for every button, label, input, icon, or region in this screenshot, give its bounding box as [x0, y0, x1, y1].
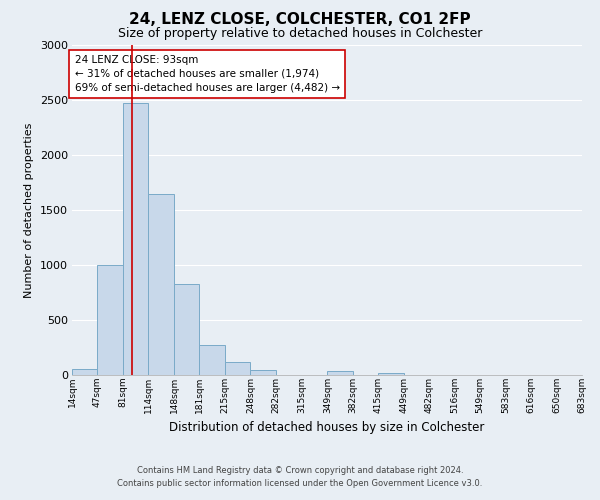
Bar	[174, 284, 199, 375]
Bar	[225, 362, 250, 375]
Text: 24, LENZ CLOSE, COLCHESTER, CO1 2FP: 24, LENZ CLOSE, COLCHESTER, CO1 2FP	[129, 12, 471, 28]
Text: Contains HM Land Registry data © Crown copyright and database right 2024.
Contai: Contains HM Land Registry data © Crown c…	[118, 466, 482, 487]
Text: 24 LENZ CLOSE: 93sqm
← 31% of detached houses are smaller (1,974)
69% of semi-de: 24 LENZ CLOSE: 93sqm ← 31% of detached h…	[74, 55, 340, 93]
Y-axis label: Number of detached properties: Number of detached properties	[24, 122, 34, 298]
Text: Size of property relative to detached houses in Colchester: Size of property relative to detached ho…	[118, 28, 482, 40]
Bar	[148, 194, 174, 375]
Bar	[97, 265, 123, 375]
Bar	[377, 373, 404, 375]
X-axis label: Distribution of detached houses by size in Colchester: Distribution of detached houses by size …	[169, 421, 485, 434]
Bar	[199, 346, 225, 375]
Bar	[72, 369, 97, 375]
Bar	[123, 104, 148, 375]
Bar	[328, 371, 353, 375]
Bar	[250, 370, 277, 375]
